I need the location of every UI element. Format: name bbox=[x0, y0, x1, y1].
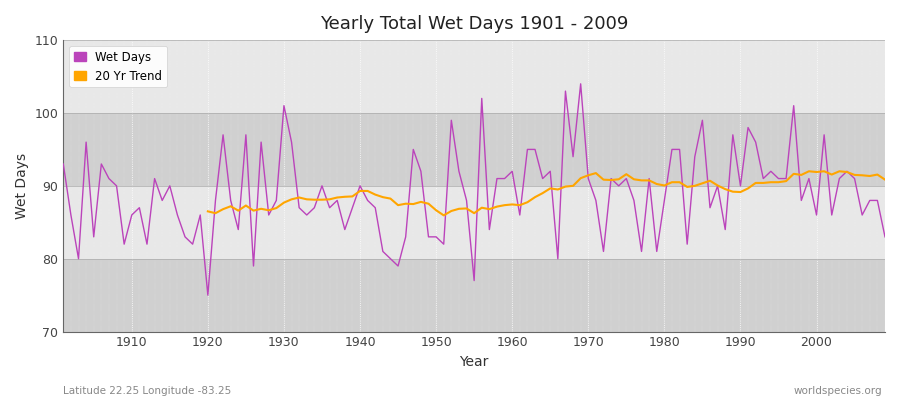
Bar bbox=[63, 113, 885, 186]
Title: Yearly Total Wet Days 1901 - 2009: Yearly Total Wet Days 1901 - 2009 bbox=[320, 15, 628, 33]
Bar bbox=[63, 40, 885, 113]
Text: Latitude 22.25 Longitude -83.25: Latitude 22.25 Longitude -83.25 bbox=[63, 386, 231, 396]
Bar bbox=[63, 259, 885, 332]
Legend: Wet Days, 20 Yr Trend: Wet Days, 20 Yr Trend bbox=[69, 46, 166, 87]
Y-axis label: Wet Days: Wet Days bbox=[15, 153, 29, 219]
Text: worldspecies.org: worldspecies.org bbox=[794, 386, 882, 396]
X-axis label: Year: Year bbox=[460, 355, 489, 369]
Bar bbox=[63, 186, 885, 259]
